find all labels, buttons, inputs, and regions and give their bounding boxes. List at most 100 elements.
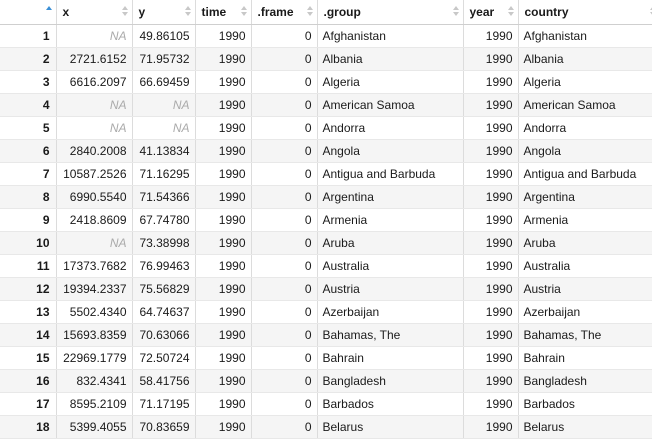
cell-time: 1990 xyxy=(195,392,252,416)
cell-year: 1990 xyxy=(463,277,519,301)
sort-arrows-icon[interactable] xyxy=(649,6,652,18)
row-index-cell: 8 xyxy=(0,185,57,209)
row-index-cell: 17 xyxy=(0,392,57,416)
cell-group: Albania xyxy=(317,47,464,71)
cell-time: 1990 xyxy=(195,231,252,255)
table-row[interactable]: 13 5502.4340 64.74637 1990 0 Azerbaijan 1990 Az… xyxy=(0,300,652,324)
row-index-cell: 10 xyxy=(0,231,57,255)
table-row[interactable]: 10 NA 73.38998 1990 0 Aruba 1990 Aruba xyxy=(0,231,652,255)
row-index-cell: 6 xyxy=(0,139,57,163)
cell-time: 1990 xyxy=(195,185,252,209)
cell-y: 76.99463 xyxy=(132,254,196,278)
sort-arrows-icon[interactable] xyxy=(45,6,52,18)
sort-ascending-icon xyxy=(306,6,313,10)
cell-frame: 0 xyxy=(251,254,318,278)
cell-frame: 0 xyxy=(251,392,318,416)
cell-group: Bahrain xyxy=(317,346,464,370)
sort-arrows-icon[interactable] xyxy=(121,6,128,18)
cell-frame: 0 xyxy=(251,323,318,347)
cell-time: 1990 xyxy=(195,369,252,393)
table-row[interactable]: 11 17373.7682 76.99463 1990 0 Australia 1990 Au… xyxy=(0,254,652,278)
cell-time: 1990 xyxy=(195,162,252,186)
cell-group: Austria xyxy=(317,277,464,301)
column-header-group[interactable]: .group xyxy=(317,0,464,25)
cell-group: Armenia xyxy=(317,208,464,232)
table-row[interactable]: 4 NA NA 1990 0 American Samoa 1990 American Sam… xyxy=(0,93,652,117)
header-row: x y time .frame .group year country xyxy=(0,0,652,25)
cell-y: 64.74637 xyxy=(132,300,196,324)
sort-arrows-icon[interactable] xyxy=(507,6,514,18)
cell-country: Algeria xyxy=(518,70,652,94)
cell-country: Angola xyxy=(518,139,652,163)
table-row[interactable]: 16 832.4341 58.41756 1990 0 Bangladesh 1990 Ban… xyxy=(0,369,652,393)
row-index-cell: 11 xyxy=(0,254,57,278)
sort-arrows-icon[interactable] xyxy=(184,6,191,18)
cell-time: 1990 xyxy=(195,415,252,439)
cell-frame: 0 xyxy=(251,277,318,301)
cell-frame: 0 xyxy=(251,369,318,393)
cell-x: 2418.8609 xyxy=(56,208,133,232)
table-row[interactable]: 8 6990.5540 71.54366 1990 0 Argentina 1990 Arge… xyxy=(0,185,652,209)
cell-y: 71.17195 xyxy=(132,392,196,416)
table-row[interactable]: 12 19394.2337 75.56829 1990 0 Austria 1990 Aust… xyxy=(0,277,652,301)
cell-x: 8595.2109 xyxy=(56,392,133,416)
cell-time: 1990 xyxy=(195,323,252,347)
column-header-time[interactable]: time xyxy=(195,0,252,25)
cell-year: 1990 xyxy=(463,392,519,416)
cell-group: Bangladesh xyxy=(317,369,464,393)
cell-country: Austria xyxy=(518,277,652,301)
cell-y: 73.38998 xyxy=(132,231,196,255)
row-index-cell: 5 xyxy=(0,116,57,140)
cell-group: Algeria xyxy=(317,70,464,94)
table-row[interactable]: 1 NA 49.86105 1990 0 Afghanistan 1990 Afghanist… xyxy=(0,24,652,48)
table-row[interactable]: 18 5399.4055 70.83659 1990 0 Belarus 1990 Belar… xyxy=(0,415,652,439)
column-header-country[interactable]: country xyxy=(518,0,652,25)
cell-group: Belarus xyxy=(317,415,464,439)
cell-x: 22969.1779 xyxy=(56,346,133,370)
column-header-row-index[interactable] xyxy=(0,0,57,25)
row-index-cell: 2 xyxy=(0,47,57,71)
cell-country: Australia xyxy=(518,254,652,278)
column-header-y[interactable]: y xyxy=(132,0,196,25)
cell-frame: 0 xyxy=(251,185,318,209)
cell-time: 1990 xyxy=(195,208,252,232)
cell-year: 1990 xyxy=(463,116,519,140)
column-header-x[interactable]: x xyxy=(56,0,133,25)
table-row[interactable]: 9 2418.8609 67.74780 1990 0 Armenia 1990 Armeni… xyxy=(0,208,652,232)
cell-country: Afghanistan xyxy=(518,24,652,48)
table-row[interactable]: 6 2840.2008 41.13834 1990 0 Angola 1990 Angola xyxy=(0,139,652,163)
sort-descending-icon xyxy=(306,12,313,16)
table-row[interactable]: 17 8595.2109 71.17195 1990 0 Barbados 1990 Barb… xyxy=(0,392,652,416)
table-row[interactable]: 14 15693.8359 70.63066 1990 0 Bahamas, The 199… xyxy=(0,323,652,347)
cell-year: 1990 xyxy=(463,93,519,117)
sort-ascending-icon xyxy=(45,6,52,10)
cell-frame: 0 xyxy=(251,24,318,48)
table-row[interactable]: 7 10587.2526 71.16295 1990 0 Antigua and Barb… xyxy=(0,162,652,186)
cell-frame: 0 xyxy=(251,300,318,324)
table-row[interactable]: 2 2721.6152 71.95732 1990 0 Albania 1990 Albani… xyxy=(0,47,652,71)
column-header-label: .frame xyxy=(257,5,294,19)
column-header-year[interactable]: year xyxy=(463,0,519,25)
cell-time: 1990 xyxy=(195,116,252,140)
column-header-label: year xyxy=(469,5,495,19)
row-index-cell: 13 xyxy=(0,300,57,324)
column-header-frame[interactable]: .frame xyxy=(251,0,318,25)
cell-y: 41.13834 xyxy=(132,139,196,163)
sort-arrows-icon[interactable] xyxy=(452,6,459,18)
cell-frame: 0 xyxy=(251,162,318,186)
sort-arrows-icon[interactable] xyxy=(240,6,247,18)
cell-x: 5399.4055 xyxy=(56,415,133,439)
cell-y: 75.56829 xyxy=(132,277,196,301)
cell-year: 1990 xyxy=(463,254,519,278)
cell-group: Antigua and Barbuda xyxy=(317,162,464,186)
cell-country: Bangladesh xyxy=(518,369,652,393)
cell-country: Bahrain xyxy=(518,346,652,370)
cell-x: 10587.2526 xyxy=(56,162,133,186)
cell-year: 1990 xyxy=(463,139,519,163)
table-row[interactable]: 15 22969.1779 72.50724 1990 0 Bahrain 1990 Bahr… xyxy=(0,346,652,370)
table-row[interactable]: 3 6616.2097 66.69459 1990 0 Algeria 1990 Algeri… xyxy=(0,70,652,94)
table-row[interactable]: 5 NA NA 1990 0 Andorra 1990 Andorra xyxy=(0,116,652,140)
sort-arrows-icon[interactable] xyxy=(306,6,313,18)
cell-year: 1990 xyxy=(463,185,519,209)
sort-ascending-icon xyxy=(184,6,191,10)
